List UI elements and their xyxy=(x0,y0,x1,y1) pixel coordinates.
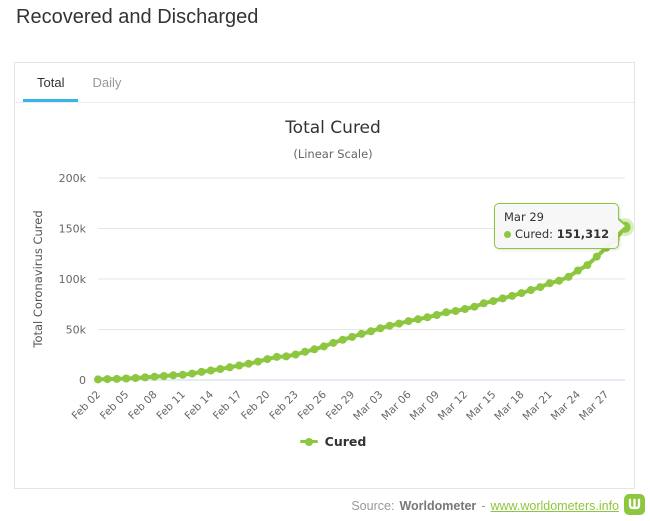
tab-daily[interactable]: Daily xyxy=(78,63,135,102)
svg-text:Mar 18: Mar 18 xyxy=(492,389,526,423)
svg-text:Feb 08: Feb 08 xyxy=(126,389,159,422)
source-footer: Source: Worldometer - www.worldometers.i… xyxy=(351,494,645,518)
legend-marker-icon xyxy=(299,437,318,446)
svg-text:Mar 15: Mar 15 xyxy=(464,389,498,423)
cured-line-chart: 0 50k 100k 150k 200k Total Coronavirus Cured F… xyxy=(31,172,634,423)
source-separator: - xyxy=(481,499,486,513)
series-dot-icon xyxy=(504,231,511,238)
svg-text:50k: 50k xyxy=(66,324,87,337)
svg-text:Mar 12: Mar 12 xyxy=(436,389,470,423)
svg-text:Total Coronavirus Cured: Total Coronavirus Cured xyxy=(31,210,45,348)
worldometer-w-logo-icon[interactable] xyxy=(624,494,645,518)
source-label: Source: xyxy=(351,499,395,513)
tooltip-series-label: Cured: xyxy=(515,227,554,241)
svg-text:Mar 03: Mar 03 xyxy=(351,389,385,423)
tooltip-value: 151,312 xyxy=(556,227,610,241)
svg-text:Mar 06: Mar 06 xyxy=(379,388,414,423)
legend-label: Cured xyxy=(324,434,367,449)
tooltip-value-row: Cured: 151,312 xyxy=(504,227,609,241)
chart-subtitle: (Linear Scale) xyxy=(293,147,373,161)
svg-text:Feb 02: Feb 02 xyxy=(70,389,103,422)
svg-text:Mar 24: Mar 24 xyxy=(549,388,584,423)
chart-card: Total Daily xyxy=(14,62,635,489)
tab-total-label: Total xyxy=(37,75,65,90)
page-title: Recovered and Discharged xyxy=(16,6,259,28)
svg-text:Feb 11: Feb 11 xyxy=(154,389,187,422)
svg-text:Feb 29: Feb 29 xyxy=(324,389,357,422)
svg-text:150k: 150k xyxy=(59,223,87,236)
svg-text:Feb 26: Feb 26 xyxy=(296,388,330,422)
legend-item-cured[interactable]: Cured xyxy=(28,434,638,449)
svg-text:100k: 100k xyxy=(59,273,87,286)
svg-text:Feb 17: Feb 17 xyxy=(211,389,244,422)
tab-total[interactable]: Total xyxy=(23,63,79,102)
svg-text:Feb 23: Feb 23 xyxy=(267,389,300,422)
source-link[interactable]: www.worldometers.info xyxy=(490,499,619,513)
svg-text:Mar 09: Mar 09 xyxy=(408,389,442,423)
tooltip-date: Mar 29 xyxy=(504,210,544,224)
svg-text:Feb 14: Feb 14 xyxy=(183,388,217,422)
svg-text:Mar 27: Mar 27 xyxy=(577,389,611,423)
chart-title: Total Cured xyxy=(285,118,381,138)
tooltip: Mar 29 Cured: 151,312 xyxy=(494,203,629,249)
svg-text:Feb 20: Feb 20 xyxy=(239,389,272,422)
tabs: Total Daily xyxy=(15,63,634,103)
svg-text:0: 0 xyxy=(79,374,86,387)
source-name: Worldometer xyxy=(399,499,477,513)
tab-daily-label: Daily xyxy=(92,75,122,90)
svg-text:200k: 200k xyxy=(59,172,87,185)
svg-text:Feb 05: Feb 05 xyxy=(98,389,131,422)
svg-text:Mar 21: Mar 21 xyxy=(521,389,555,423)
